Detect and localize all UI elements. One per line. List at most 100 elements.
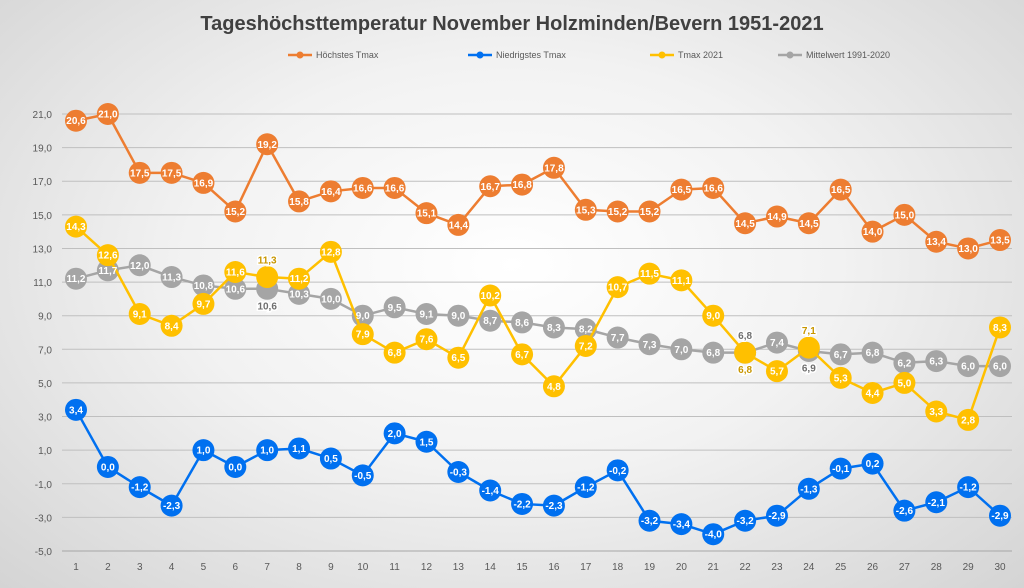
data-point — [702, 176, 725, 199]
data-point — [670, 513, 693, 536]
data-label: 7,1 — [802, 326, 816, 337]
data-label: 0,5 — [324, 454, 338, 465]
data-label: -2,9 — [768, 511, 786, 522]
data-point — [542, 316, 565, 339]
data-point — [893, 371, 916, 394]
legend-marker — [786, 51, 794, 59]
legend: Höchstes Tmax Niedrigstes Tmax Tmax 2021 Mi… — [288, 50, 890, 60]
data-point — [925, 400, 948, 423]
series-0 — [65, 103, 1011, 260]
data-point — [383, 296, 406, 319]
data-label: -4,0 — [705, 530, 723, 541]
data-label: 7,7 — [611, 333, 625, 344]
data-label: -1,3 — [800, 484, 818, 495]
x-tick-label: 4 — [169, 562, 175, 573]
data-point — [511, 173, 534, 196]
data-point — [319, 447, 342, 470]
data-point — [765, 504, 788, 527]
data-label: 15,8 — [289, 197, 309, 208]
x-tick-label: 13 — [453, 562, 465, 573]
data-label: 9,5 — [388, 303, 402, 314]
x-tick-label: 11 — [389, 562, 400, 573]
data-point — [765, 360, 788, 383]
data-point — [192, 439, 215, 462]
data-point — [861, 341, 884, 364]
data-point — [383, 422, 406, 445]
data-label: 9,0 — [451, 311, 465, 322]
data-label: 14,4 — [449, 220, 469, 231]
data-label: 2,8 — [961, 415, 975, 426]
data-point — [383, 341, 406, 364]
x-tick-label: 8 — [296, 562, 302, 573]
data-point — [128, 254, 151, 277]
data-point — [319, 180, 342, 203]
data-label: 19,2 — [257, 140, 277, 151]
data-point — [351, 464, 374, 487]
data-label: -3,4 — [673, 520, 691, 531]
data-point — [702, 304, 725, 327]
x-tick-label: 29 — [963, 562, 975, 573]
data-label: 17,5 — [130, 168, 150, 179]
data-point — [765, 331, 788, 354]
series-1 — [65, 398, 1011, 546]
data-label: 13,4 — [927, 237, 947, 248]
data-label: 9,1 — [420, 310, 434, 321]
data-point — [319, 240, 342, 263]
data-point — [797, 336, 820, 359]
data-label: 8,3 — [993, 323, 1007, 334]
data-point — [542, 494, 565, 517]
data-label: 6,7 — [834, 350, 848, 361]
data-point — [415, 303, 438, 326]
x-tick-label: 10 — [357, 562, 369, 573]
data-point — [447, 461, 470, 484]
data-labels: 11,2 11,7 12,0 11,3 10,8 10,6 10,6 10,3 10,0 9,0 9… — [66, 110, 1010, 541]
data-point — [861, 382, 884, 405]
data-label: 14,5 — [799, 219, 819, 230]
data-point — [670, 269, 693, 292]
data-point — [96, 244, 119, 267]
data-label: 10,8 — [194, 281, 214, 292]
data-point — [65, 398, 87, 421]
data-point — [128, 161, 151, 184]
y-tick-label: -3,0 — [35, 513, 53, 524]
data-point — [925, 350, 948, 373]
data-label: 15,2 — [640, 207, 660, 218]
data-label: -2,2 — [513, 499, 531, 510]
data-point — [160, 494, 183, 517]
data-label: -2,3 — [163, 501, 181, 512]
data-label: 3,3 — [929, 407, 943, 418]
data-label: 6,8 — [738, 365, 752, 376]
data-label: 5,3 — [834, 373, 848, 384]
data-label: 6,9 — [802, 363, 816, 374]
data-point — [319, 287, 342, 310]
data-label: 14,0 — [863, 227, 883, 238]
x-tick-label: 26 — [867, 562, 879, 573]
data-point — [797, 212, 820, 235]
x-tick-label: 15 — [517, 562, 529, 573]
data-point — [957, 355, 980, 378]
data-point — [224, 277, 247, 300]
data-point — [829, 457, 852, 480]
x-tick-label: 18 — [612, 562, 624, 573]
data-point — [574, 476, 597, 499]
data-label: -0,5 — [354, 471, 372, 482]
data-point — [734, 341, 757, 364]
data-point — [670, 178, 693, 201]
x-tick-label: 22 — [740, 562, 752, 573]
data-point — [192, 292, 215, 315]
x-tick-label: 3 — [137, 562, 143, 573]
y-tick-label: 1,0 — [38, 446, 52, 457]
legend-label: Niedrigstes Tmax — [496, 50, 566, 60]
data-label: 13,0 — [958, 244, 978, 255]
data-label: 7,4 — [770, 338, 784, 349]
data-label: -2,3 — [545, 501, 563, 512]
y-tick-label: 15,0 — [33, 211, 53, 222]
data-label: 9,0 — [356, 311, 370, 322]
data-point — [925, 491, 948, 514]
series-group — [65, 103, 1011, 546]
data-label: 1,1 — [292, 444, 306, 455]
data-label: 7,2 — [579, 341, 593, 352]
x-tick-label: 12 — [421, 562, 433, 573]
data-point — [351, 323, 374, 346]
data-point — [479, 284, 502, 307]
